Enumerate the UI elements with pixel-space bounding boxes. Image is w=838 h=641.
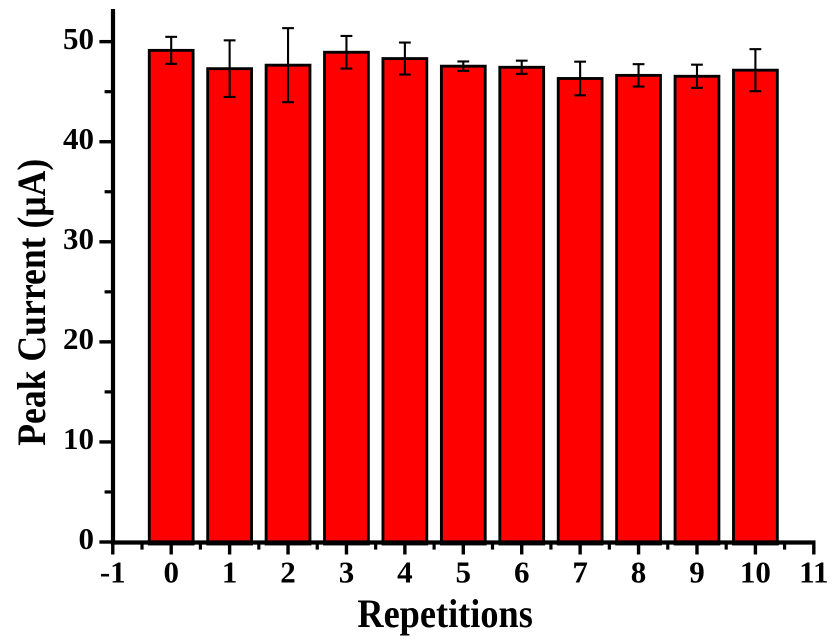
svg-text:3: 3 — [339, 555, 355, 590]
svg-text:2: 2 — [280, 555, 296, 590]
svg-text:0: 0 — [79, 521, 95, 556]
svg-text:9: 9 — [689, 555, 705, 590]
svg-text:20: 20 — [63, 321, 94, 356]
svg-text:40: 40 — [63, 121, 94, 156]
svg-text:8: 8 — [631, 555, 647, 590]
svg-text:Peak Current (μA): Peak Current (μA) — [9, 159, 54, 446]
svg-text:Repetitions: Repetitions — [357, 591, 533, 636]
svg-text:1: 1 — [222, 555, 238, 590]
svg-text:5: 5 — [456, 555, 472, 590]
svg-text:7: 7 — [572, 555, 588, 590]
svg-text:10: 10 — [740, 555, 771, 590]
svg-text:30: 30 — [63, 221, 94, 256]
svg-text:10: 10 — [63, 421, 94, 456]
svg-text:0: 0 — [163, 555, 179, 590]
svg-text:-1: -1 — [100, 555, 126, 590]
svg-text:4: 4 — [397, 555, 413, 590]
svg-text:50: 50 — [63, 21, 94, 56]
svg-text:6: 6 — [514, 555, 530, 590]
svg-text:11: 11 — [799, 555, 828, 590]
